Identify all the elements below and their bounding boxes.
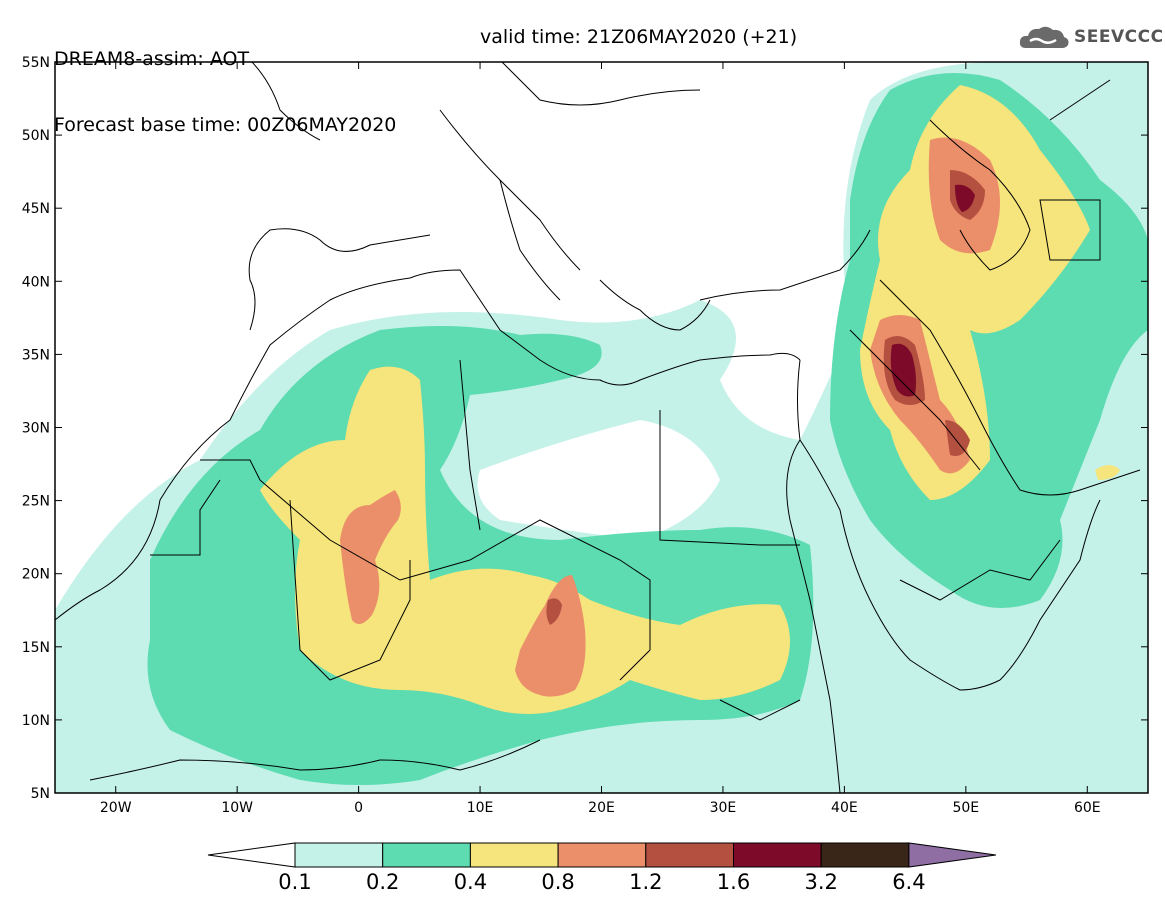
lon-label: 40E [831,800,858,816]
colorbar-lower-arrow [207,842,296,868]
lat-label: 15N [22,640,50,656]
colorbar-label: 6.4 [892,870,925,894]
aot-band-1.2 [546,598,562,625]
lat-label: 50N [22,128,50,144]
colorbar-swatch [733,842,822,868]
aot-field [55,62,1148,793]
longitude-axis: 20W 10W 0 10E 20E 30E 40E 50E 60E [100,62,1101,816]
colorbar-label: 0.2 [366,870,399,894]
colorbar: 0.1 0.2 0.4 0.8 1.2 1.6 3.2 6.4 [207,842,996,894]
lat-label: 25N [22,494,50,510]
colorbar-label: 1.2 [629,870,662,894]
title-product: DREAM8-assim: AOT [54,48,250,70]
lon-label: 30E [710,800,737,816]
aot-band-1.6 [955,184,975,212]
latitude-axis: 55N 50N 45N 40N 35N 30N 25N 20N 15N 10N 5N [22,55,1148,802]
lon-label: 10E [467,800,494,816]
colorbar-label: 1.6 [717,870,750,894]
title-valid-time: valid time: 21Z06MAY2020 (+21) [480,26,798,48]
lon-label: 10W [221,800,253,816]
colorbar-swatch [645,842,734,868]
seevccc-logo: SEEVCCC [1018,22,1164,52]
lat-label: 10N [22,713,50,729]
colorbar-swatch [294,842,384,868]
lat-label: 35N [22,347,50,363]
lon-label: 20E [588,800,615,816]
colorbar-swatch [557,842,647,868]
map-title: DREAM8-assim: AOT Forecast base time: 00… [54,4,396,158]
colorbar-label: 0.8 [541,870,574,894]
logo-text: SEEVCCC [1074,27,1164,47]
colorbar-upper-arrow [908,842,996,868]
lat-label: 40N [22,274,50,290]
title-base-time: Forecast base time: 00Z06MAY2020 [54,114,397,136]
lat-label: 45N [22,201,50,217]
lon-label: 0 [354,800,363,816]
coastlines [55,62,1141,793]
colorbar-label: 0.4 [454,870,487,894]
colorbar-label: 3.2 [804,870,837,894]
lat-label: 55N [22,55,50,71]
lat-label: 20N [22,567,50,583]
lat-label: 30N [22,421,50,437]
aot-band-0.8 [340,490,401,624]
lon-label: 60E [1074,800,1101,816]
lat-label: 5N [31,786,50,802]
colorbar-label: 0.1 [278,870,311,894]
colorbar-swatch [820,842,910,868]
lon-label: 20W [100,800,132,816]
colorbar-swatch [469,842,559,868]
lon-label: 50E [952,800,979,816]
cloud-icon [1019,26,1069,48]
aot-band-0.4 [260,366,790,714]
colorbar-swatch [382,842,471,868]
